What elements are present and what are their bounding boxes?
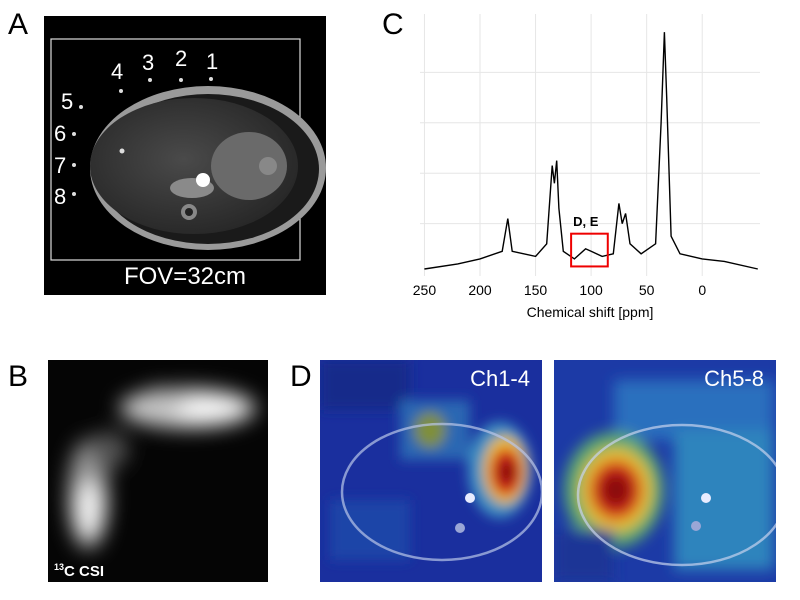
coil-marker-3	[148, 78, 152, 82]
stomach	[211, 132, 287, 200]
panel-letter-a: A	[8, 8, 29, 41]
mri-drawing	[50, 38, 326, 261]
spectrum-series-line	[424, 32, 758, 270]
anatomical-mri-image: 1 2 3 4 5 6 7 8 FOV=32cm	[44, 16, 326, 295]
csi-label-text: C CSI	[64, 563, 105, 580]
coil-marker-8	[72, 192, 76, 196]
coil-label-5: 5	[61, 89, 74, 114]
heatmap-left: Ch1-4	[320, 360, 542, 582]
panel-letter-c: C	[382, 8, 404, 41]
coil-label-7: 7	[54, 153, 67, 178]
region-highlight-box	[570, 232, 609, 268]
aorta	[196, 173, 210, 187]
chart-grid	[420, 14, 760, 276]
region-annotation: D, E	[573, 213, 599, 229]
spectrum-plot	[420, 14, 760, 276]
x-tick-label: 200	[468, 282, 492, 298]
coil-label-1: 1	[206, 49, 219, 74]
coil-marker-5	[79, 105, 83, 109]
coil-label-3: 3	[142, 50, 155, 75]
coil-label-8: 8	[54, 184, 67, 209]
coil-label-2: 2	[175, 46, 188, 71]
spectrum-chart: 250 200 150 100 50 0 D, E Chemical shift [ppm…	[413, 14, 760, 324]
x-tick-label: 250	[412, 282, 437, 298]
coil-marker-2	[179, 78, 183, 82]
coil-marker-4	[119, 89, 123, 93]
coil-marker-6	[72, 132, 76, 136]
coil-label-4: 4	[111, 59, 124, 84]
heatmap-right-drawing	[554, 360, 776, 582]
x-tick-label: 0	[698, 282, 707, 298]
coil-label-6: 6	[54, 121, 67, 146]
panel-letter-b: B	[8, 360, 29, 393]
coil-marker-7	[72, 163, 76, 167]
csi-image: 13C CSI	[48, 360, 268, 582]
liver	[90, 98, 298, 234]
heatmap-left-title: Ch1-4	[470, 366, 530, 391]
x-axis-label: Chemical shift [ppm]	[526, 304, 654, 320]
heatmap-right: Ch5-8	[554, 360, 776, 582]
csi-isotope-superscript: 13	[54, 562, 65, 572]
x-tick-label: 50	[638, 282, 655, 298]
csi-drawing	[68, 388, 256, 550]
csi-label: 13C CSI	[54, 562, 104, 580]
heatmap-left-drawing	[320, 360, 542, 582]
panel-letter-d: D	[290, 360, 312, 393]
fov-label: FOV=32cm	[123, 263, 247, 290]
x-tick-label: 100	[579, 282, 603, 298]
x-tick-label: 150	[523, 282, 548, 298]
coil-marker-1	[209, 77, 213, 81]
heatmap-right-title: Ch5-8	[704, 366, 764, 391]
